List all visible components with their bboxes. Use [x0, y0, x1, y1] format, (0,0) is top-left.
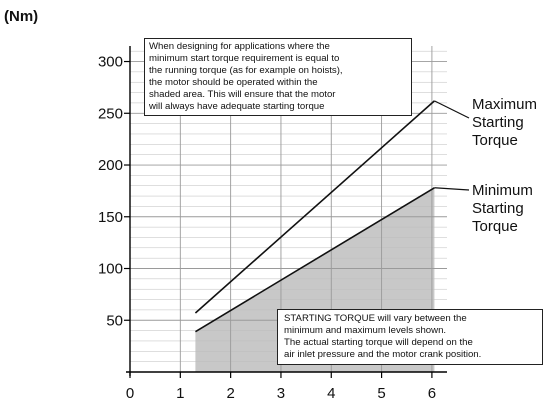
x-tick-label: 6 — [428, 385, 436, 402]
y-tick-label: 200 — [98, 157, 123, 174]
chart-series — [194, 100, 470, 333]
x-tick-label: 2 — [226, 385, 234, 402]
series-leader-line — [434, 187, 470, 191]
series-line-minimum — [195, 187, 435, 333]
series-label-line: Minimum — [472, 182, 533, 199]
y-tick-label: 100 — [98, 261, 123, 278]
series-leader-line — [434, 100, 470, 119]
design-note-box: When designing for applications where th… — [144, 38, 412, 116]
starting-torque-note-line: The actual starting torque will depend o… — [284, 337, 473, 348]
series-label-line: Torque — [472, 132, 518, 149]
series-label-line: Starting — [472, 200, 524, 217]
y-tick-label: 50 — [106, 312, 123, 329]
series-label-line: Starting — [472, 114, 524, 131]
y-tick-label: 250 — [98, 105, 123, 122]
starting-torque-note-line: minimum and maximum levels shown. — [284, 325, 447, 336]
x-tick-label: 0 — [126, 385, 134, 402]
design-note-line: the running torque (as for example on ho… — [149, 65, 343, 76]
series-label-maximum: Maximum Starting Torque — [472, 96, 537, 150]
y-axis-unit-label: (Nm) — [4, 8, 39, 25]
design-note-line: the motor should be operated within the — [149, 77, 318, 88]
design-note-line: shaded area. This will ensure that the m… — [149, 89, 336, 100]
x-tick-label: 1 — [176, 385, 184, 402]
starting-torque-note-box: STARTING TORQUE will vary between the mi… — [277, 309, 543, 365]
y-tick-label: 150 — [98, 209, 123, 226]
chart-axes — [124, 46, 447, 378]
starting-torque-note-line: air inlet pressure and the motor crank p… — [284, 349, 482, 360]
x-tick-label: 4 — [327, 385, 335, 402]
tick-labels: 0 1 2 3 4 5 6 50 100 150 200 250 300 — [98, 54, 436, 402]
design-note-line: When designing for applications where th… — [149, 41, 330, 52]
y-tick-label: 300 — [98, 54, 123, 71]
starting-torque-note-line: STARTING TORQUE will vary between the — [284, 313, 467, 324]
design-note-line: minimum start torque requirement is equa… — [149, 53, 340, 64]
series-line-maximum — [194, 100, 435, 314]
series-label-minimum: Minimum Starting Torque — [472, 182, 533, 236]
x-tick-label: 3 — [277, 385, 285, 402]
x-tick-label: 5 — [377, 385, 385, 402]
series-label-line: Maximum — [472, 96, 538, 113]
series-label-line: Torque — [472, 218, 518, 235]
design-note-line: will always have adequate starting torqu… — [149, 101, 325, 112]
